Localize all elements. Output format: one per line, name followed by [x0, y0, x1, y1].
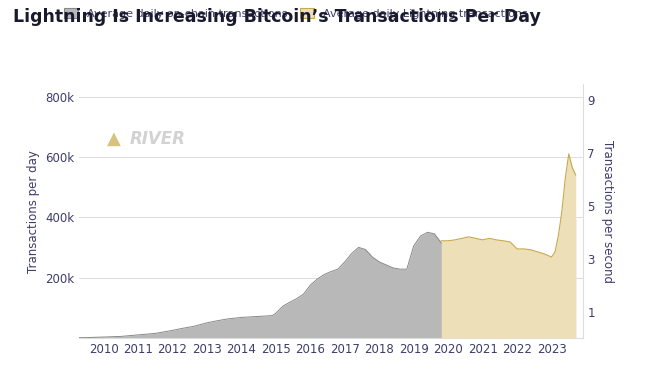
Text: Lightning Is Increasing Bitcoin’s Transactions Per Day: Lightning Is Increasing Bitcoin’s Transa… [13, 8, 541, 26]
Text: ▲: ▲ [107, 130, 121, 148]
Y-axis label: Transactions per second: Transactions per second [601, 140, 614, 283]
Text: RIVER: RIVER [130, 130, 185, 148]
Legend: Average daily on-chain transactions, Average daily Lightning transactions: Average daily on-chain transactions, Ave… [60, 4, 532, 23]
Y-axis label: Transactions per day: Transactions per day [27, 150, 40, 273]
